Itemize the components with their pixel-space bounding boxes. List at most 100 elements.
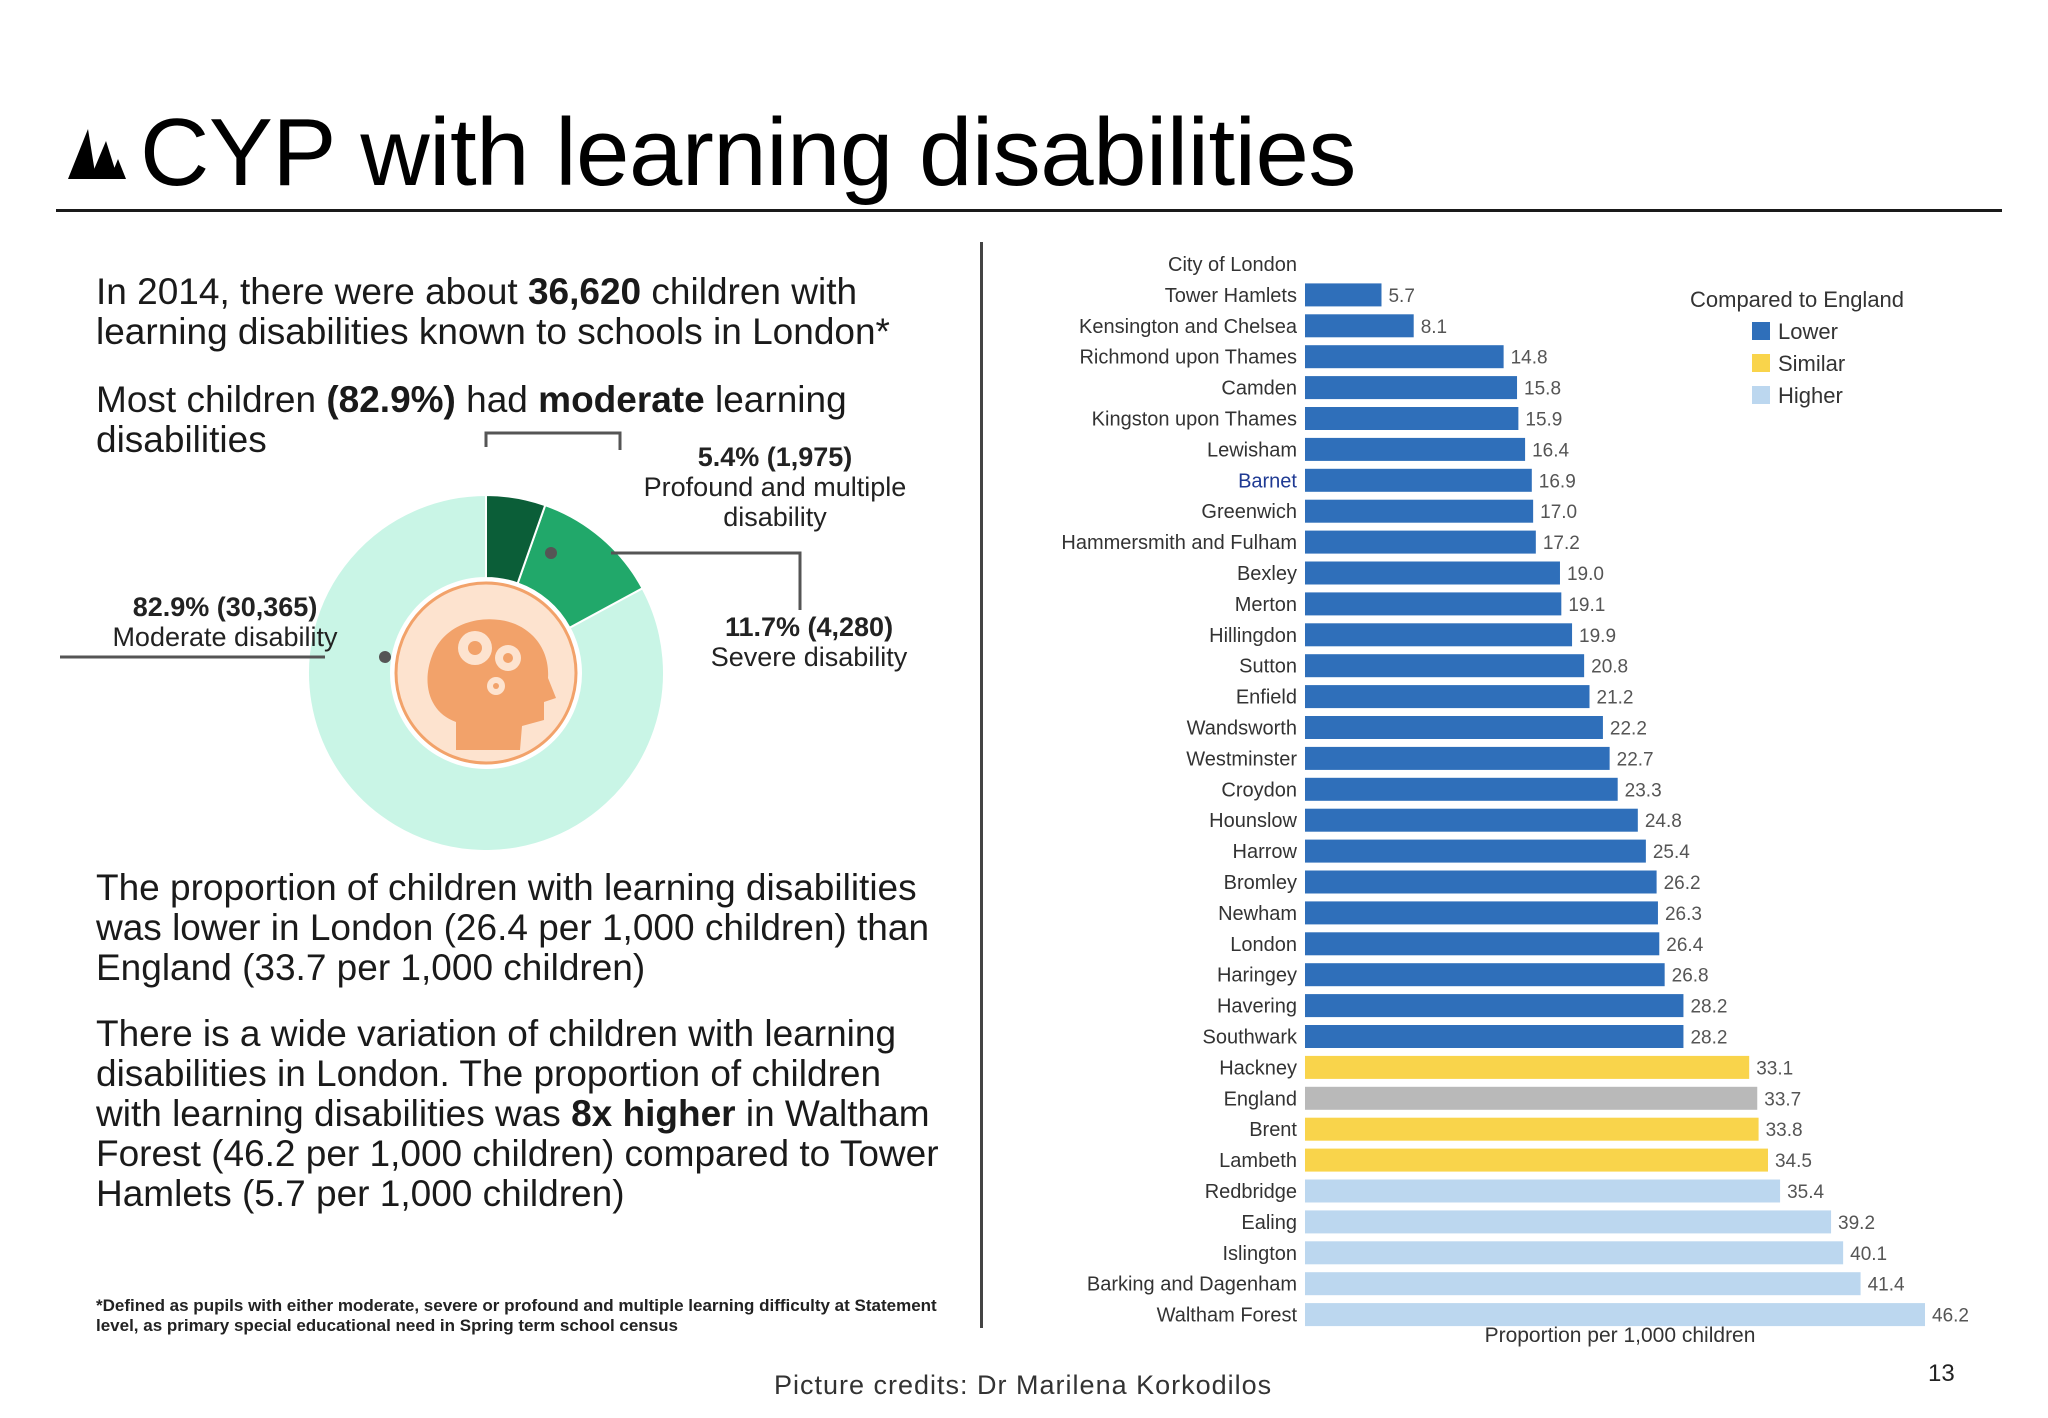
donut-segment-profound bbox=[485, 493, 547, 585]
bar bbox=[1305, 994, 1684, 1018]
severe-name-label: Severe disability bbox=[710, 642, 908, 672]
profound-connector bbox=[484, 431, 622, 450]
profound-name-label: Profound and multiple disability bbox=[643, 472, 907, 532]
category-label: Hammersmith and Fulham bbox=[1061, 532, 1297, 554]
variation-highlight: 8x higher bbox=[571, 1093, 736, 1134]
legend-swatch bbox=[1752, 354, 1770, 372]
severe-label: 11.7% (4,280) Severe disability bbox=[694, 612, 924, 672]
category-label: Harrow bbox=[1233, 841, 1298, 863]
profound-pct-label: 5.4% (1,975) bbox=[697, 442, 853, 472]
bar bbox=[1305, 746, 1610, 770]
bar bbox=[1305, 1179, 1781, 1203]
intro-count: 36,620 bbox=[527, 271, 642, 312]
head-gears-icon bbox=[394, 581, 578, 765]
bar bbox=[1305, 1055, 1750, 1079]
bar bbox=[1305, 623, 1573, 647]
category-label: Ealing bbox=[1241, 1212, 1297, 1234]
bar bbox=[1305, 561, 1560, 585]
bar bbox=[1305, 1148, 1768, 1172]
bar bbox=[1305, 716, 1603, 739]
category-label: Bromley bbox=[1224, 872, 1297, 894]
bar bbox=[1305, 901, 1658, 925]
bar bbox=[1305, 777, 1618, 801]
chart-x-label: Proportion per 1,000 children bbox=[1485, 1324, 1756, 1347]
bar-value-label: 21.2 bbox=[1597, 688, 1634, 709]
bar bbox=[1305, 1303, 1925, 1327]
legend-label: Similar bbox=[1778, 351, 1845, 376]
picture-credits: Picture credits: Dr Marilena Korkodilos bbox=[774, 1370, 1273, 1400]
bar bbox=[1305, 407, 1519, 430]
moderate-pct-label: 82.9% (30,365) bbox=[132, 592, 318, 622]
category-label: England bbox=[1224, 1088, 1297, 1110]
london-vs-england-paragraph: The proportion of children with learning… bbox=[96, 867, 930, 988]
bar bbox=[1305, 1272, 1861, 1296]
moderate-word: moderate bbox=[538, 379, 705, 420]
bar-value-label: 17.2 bbox=[1543, 533, 1580, 554]
variation-text-a: There is a wide variation of children wi… bbox=[96, 1013, 897, 1134]
bar-value-label: 17.0 bbox=[1540, 502, 1577, 523]
category-label: Richmond upon Thames bbox=[1079, 347, 1297, 369]
bar-value-label: 26.2 bbox=[1664, 873, 1701, 894]
severe-connector bbox=[611, 551, 802, 610]
category-label: Hillingdon bbox=[1209, 625, 1297, 647]
bar-value-label: 26.8 bbox=[1672, 966, 1709, 987]
bar-value-label: 14.8 bbox=[1511, 348, 1548, 369]
category-label: Islington bbox=[1223, 1243, 1298, 1265]
bar bbox=[1305, 592, 1562, 616]
bar-value-label: 19.0 bbox=[1567, 564, 1604, 585]
bar bbox=[1305, 839, 1646, 863]
bar bbox=[1305, 870, 1657, 894]
category-label: Wandsworth bbox=[1187, 718, 1297, 740]
category-label: Greenwich bbox=[1201, 501, 1297, 523]
bar bbox=[1305, 963, 1665, 987]
bar-value-label: 22.2 bbox=[1610, 719, 1647, 740]
category-label: Bexley bbox=[1237, 563, 1297, 585]
bar-value-label: 46.2 bbox=[1932, 1306, 1969, 1327]
bar bbox=[1305, 345, 1504, 369]
bar-value-label: 33.1 bbox=[1756, 1058, 1793, 1079]
category-label: Waltham Forest bbox=[1157, 1305, 1298, 1327]
title-row: CYP with learning disabilities bbox=[66, 98, 1356, 208]
chart-legend: Compared to England Lower Similar Higher bbox=[1690, 287, 1904, 408]
legend-swatch bbox=[1752, 386, 1770, 404]
legend-title: Compared to England bbox=[1690, 287, 1904, 312]
category-label: Kensington and Chelsea bbox=[1079, 316, 1298, 338]
severe-connector-dot bbox=[545, 547, 557, 559]
category-label: Sutton bbox=[1239, 656, 1297, 678]
footnote: *Defined as pupils with either moderate,… bbox=[96, 1296, 937, 1335]
bar bbox=[1305, 499, 1534, 523]
category-label: Hounslow bbox=[1209, 810, 1297, 832]
bar bbox=[1305, 437, 1526, 461]
bar-value-label: 34.5 bbox=[1775, 1151, 1812, 1172]
moderate-text-a: Most children bbox=[96, 379, 327, 420]
bar-value-label: 28.2 bbox=[1690, 1028, 1727, 1049]
variation-text-c: in Waltham Forest (46.2 per 1,000 childr… bbox=[96, 1093, 939, 1214]
moderate-text-c: had bbox=[455, 379, 539, 420]
category-label: Kingston upon Thames bbox=[1092, 409, 1297, 431]
bar bbox=[1305, 376, 1518, 400]
moderate-name-label: Moderate disability bbox=[112, 622, 338, 652]
bar-value-label: 35.4 bbox=[1787, 1182, 1824, 1203]
bar-value-label: 22.7 bbox=[1617, 749, 1654, 770]
bar-value-label: 33.8 bbox=[1766, 1120, 1803, 1141]
category-label: City of London bbox=[1168, 254, 1297, 276]
bar bbox=[1305, 1241, 1844, 1265]
bar-value-label: 26.4 bbox=[1666, 935, 1703, 956]
bar-value-label: 40.1 bbox=[1850, 1244, 1887, 1265]
bar bbox=[1305, 808, 1638, 832]
category-label: Camden bbox=[1221, 378, 1297, 400]
bar bbox=[1305, 1086, 1758, 1110]
legend-label: Higher bbox=[1778, 383, 1843, 408]
donut-segment-moderate bbox=[307, 493, 665, 850]
bar bbox=[1305, 1025, 1684, 1048]
category-label: Lambeth bbox=[1219, 1150, 1297, 1172]
bar-value-label: 39.2 bbox=[1838, 1213, 1875, 1234]
bar-value-label: 15.9 bbox=[1525, 410, 1562, 431]
category-label: Havering bbox=[1217, 996, 1297, 1018]
category-label: Enfield bbox=[1236, 687, 1297, 709]
bar-value-label: 19.1 bbox=[1568, 595, 1605, 616]
severe-pct-label: 11.7% (4,280) bbox=[724, 612, 894, 642]
bar bbox=[1305, 654, 1585, 678]
moderate-text-e: learning disabilities bbox=[96, 379, 847, 460]
bar-value-label: 41.4 bbox=[1868, 1275, 1905, 1296]
